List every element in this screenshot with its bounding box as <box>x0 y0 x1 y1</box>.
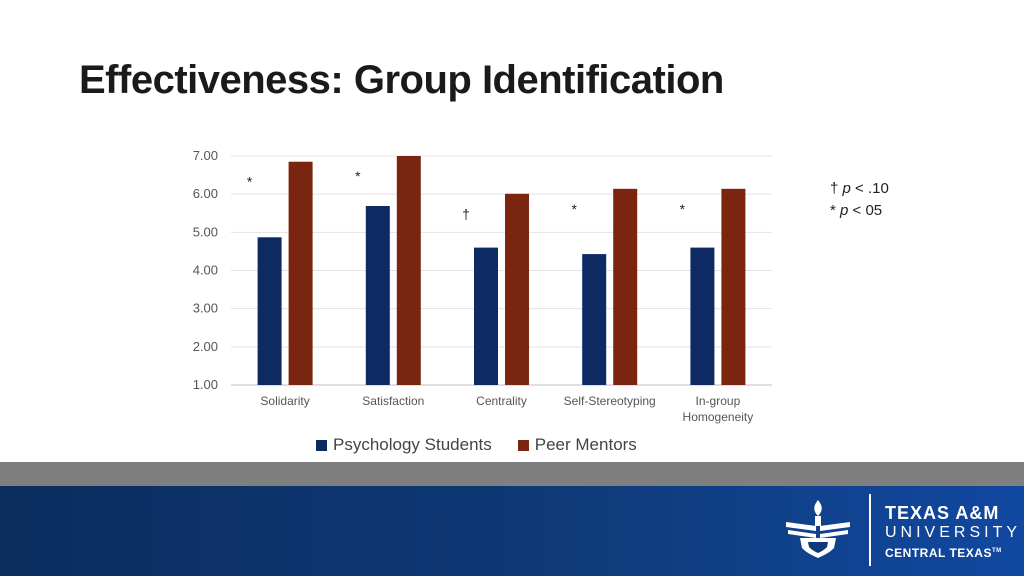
p-threshold: < 05 <box>852 202 883 219</box>
category-label: Self-Stereotyping <box>564 394 656 408</box>
p-threshold: < .10 <box>855 180 889 197</box>
legend-label: Psychology Students <box>333 435 492 454</box>
significance-note-trend: † p < .10 <box>830 178 889 200</box>
gridlines <box>231 155 772 386</box>
logo-divider <box>869 494 871 566</box>
category-label: In-group <box>696 394 741 408</box>
y-tick-label: 3.00 <box>193 301 218 316</box>
legend-swatch <box>517 439 529 451</box>
legend-label: Peer Mentors <box>534 435 637 454</box>
trademark-mark: TM <box>991 548 1002 554</box>
legend-item-peer-mentors: Peer Mentors <box>517 435 637 455</box>
category-label: Homogeneity <box>683 410 754 424</box>
footer-blue-band <box>0 486 1024 576</box>
bar-peer-mentors-4 <box>721 188 746 385</box>
category-label: Solidarity <box>260 394 309 408</box>
footer-gray-band <box>0 462 1024 486</box>
bar-peer-mentors-1 <box>396 156 421 385</box>
chart-legend: Psychology Students Peer Mentors <box>316 435 637 455</box>
significance-marker: † <box>462 206 470 222</box>
university-logo-text: TEXAS A&M UNIVERSITY CENTRAL TEXASTM <box>885 503 1021 562</box>
y-tick-label: 2.00 <box>193 339 218 354</box>
legend-swatch <box>316 439 327 451</box>
y-tick-label: 1.00 <box>193 377 218 392</box>
legend-item-psychology-students: Psychology Students <box>316 435 492 455</box>
logo-line-1: TEXAS A&M <box>885 503 1000 523</box>
bar-peer-mentors-3 <box>613 188 638 385</box>
slide-title: Effectiveness: Group Identification <box>79 58 724 102</box>
significance-marker: * <box>680 201 686 217</box>
bar-psychology-students-0 <box>257 237 282 385</box>
logo-line-3-text: CENTRAL TEXAS <box>885 546 992 560</box>
bar-psychology-students-4 <box>690 247 715 385</box>
bar-psychology-students-3 <box>582 254 607 385</box>
significance-marker: * <box>355 168 361 184</box>
y-axis-ticks: 1.00 2.00 3.00 4.00 5.00 6.00 7.00 <box>193 148 218 392</box>
category-label: Satisfaction <box>362 394 424 408</box>
significance-marker: * <box>571 201 577 217</box>
dagger-symbol: † <box>830 180 839 197</box>
bar-peer-mentors-0 <box>288 161 313 385</box>
bars <box>257 156 746 385</box>
significance-annotations: * * † * * <box>247 168 686 222</box>
significance-note: † p < .10 * p < 05 <box>830 178 889 222</box>
significance-marker: * <box>247 174 253 190</box>
y-tick-label: 7.00 <box>193 148 218 163</box>
category-labels: Solidarity Satisfaction Centrality Self-Ste… <box>260 394 753 424</box>
bar-chart: 1.00 2.00 3.00 4.00 5.00 6.00 7.00 * * † * * Solid… <box>193 148 772 424</box>
p-symbol: p <box>840 202 849 219</box>
logo-line-3: CENTRAL TEXASTM <box>885 542 1021 562</box>
p-symbol: p <box>842 180 851 197</box>
logo-line-2: UNIVERSITY <box>885 524 1022 541</box>
significance-note-sig: * p < 05 <box>830 200 889 222</box>
y-tick-label: 5.00 <box>193 224 218 239</box>
y-tick-label: 4.00 <box>193 263 218 278</box>
asterisk-symbol: * <box>830 202 836 219</box>
university-shield-emblem-icon <box>786 500 850 558</box>
bar-psychology-students-1 <box>365 205 390 385</box>
y-tick-label: 6.00 <box>193 186 218 201</box>
bar-peer-mentors-2 <box>505 193 529 385</box>
category-label: Centrality <box>476 394 527 408</box>
bar-psychology-students-2 <box>474 247 498 385</box>
